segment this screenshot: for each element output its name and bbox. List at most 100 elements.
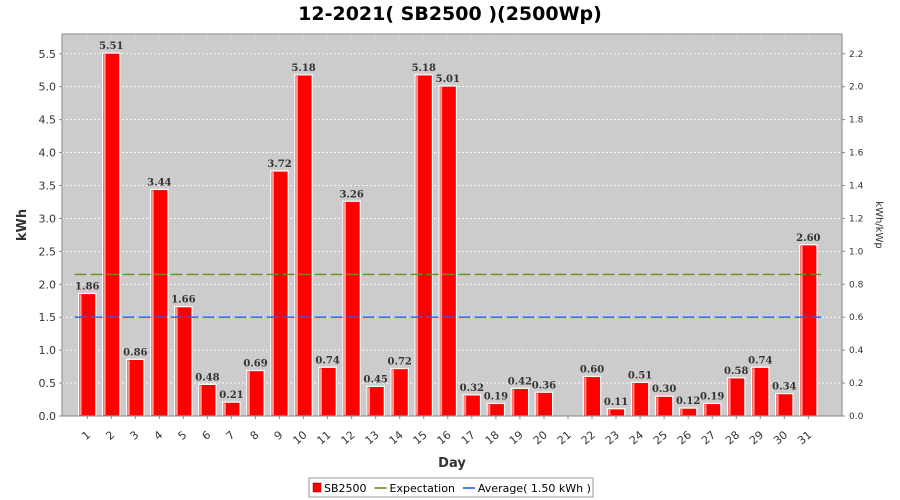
y-tick-label: 4.0: [39, 147, 57, 160]
bar-highlight: [632, 383, 635, 415]
x-tick-label: 25: [651, 428, 670, 447]
data-label: 0.69: [243, 359, 267, 370]
data-label: 3.44: [147, 177, 171, 188]
data-label: 0.58: [724, 366, 748, 377]
x-tick-label: 11: [314, 428, 333, 447]
data-label: 0.12: [676, 396, 700, 407]
x-tick-label: 30: [771, 428, 790, 447]
x-tick-label: 12: [338, 428, 357, 447]
x-tick-label: 21: [555, 428, 574, 447]
x-tick-label: 22: [579, 428, 598, 447]
bar-highlight: [512, 389, 515, 415]
data-label: 0.32: [460, 383, 484, 394]
legend-box: [308, 477, 594, 498]
x-tick-label: 31: [795, 428, 814, 447]
x-tick-label: 5: [176, 428, 190, 442]
data-label: 0.86: [123, 347, 147, 358]
data-label: 3.72: [267, 159, 291, 170]
data-label: 5.18: [291, 63, 315, 74]
x-tick-label: 10: [290, 428, 309, 447]
bar-highlight: [488, 404, 491, 415]
x-tick-label: 2: [103, 428, 117, 442]
data-label: 3.26: [339, 189, 363, 200]
bar-highlight: [416, 75, 419, 416]
bar-highlight: [704, 404, 707, 415]
data-labels: 1.86 5.51 0.86 3.44 1.66 0.480.21 0.69 3.72 5.18…: [75, 41, 821, 408]
bar-highlight: [368, 387, 371, 415]
x-tick-label: 24: [627, 428, 646, 447]
bar-highlight: [752, 368, 755, 415]
y-tick-label: 2.5: [39, 245, 57, 258]
x-tick-label: 9: [272, 428, 286, 442]
y-axis-left: 0.0 0.5 1.0 1.5 2.0 2.5 3.0 3.5 4.0 4.5 5.0 5.5: [39, 34, 63, 423]
y-tick-label: 2.0: [39, 278, 57, 291]
y-tick-label-right: 1.0: [849, 247, 864, 257]
x-tick-label: 3: [128, 428, 142, 442]
y-tick-label: 1.5: [39, 311, 57, 324]
bar-highlight: [656, 397, 659, 415]
data-label: 1.66: [171, 295, 195, 306]
data-label: 2.60: [796, 233, 820, 244]
x-tick-label: 16: [435, 428, 454, 447]
y-tick-label-right: 1.4: [849, 181, 864, 191]
legend-swatch: [312, 482, 322, 493]
x-tick-label: 23: [603, 428, 622, 447]
y-axis-right: 0.0 0.2 0.4 0.6 0.8 1.0 1.2 1.4 1.6 1.8 2.0 2.2: [841, 34, 864, 422]
legend: SB2500 Expectation Average( 1.50 kWh ): [308, 477, 594, 498]
y-tick-label: 5.0: [39, 81, 57, 94]
data-label: 0.36: [532, 380, 556, 391]
x-tick-label: 18: [483, 428, 502, 447]
y-axis-right-label: kWh/kWp: [873, 201, 884, 248]
bar-highlight: [343, 202, 346, 415]
y-tick-label: 4.5: [39, 114, 57, 127]
bar-highlight: [247, 371, 250, 415]
x-tick-label: 17: [459, 428, 478, 447]
bar-highlight: [151, 190, 154, 415]
bar-highlight: [127, 360, 130, 415]
bar-highlight: [536, 393, 539, 415]
x-axis: 1 2 3 4 5 6 7 8 9 10 11 12 13 14 15 16 17 18 19 20 21 22 23 24 2…: [62, 415, 842, 447]
y-tick-label: 0.0: [39, 410, 57, 423]
data-label: 0.30: [652, 384, 676, 395]
data-label: 0.42: [508, 376, 532, 387]
x-tick-label: 27: [699, 428, 718, 447]
x-tick-label: 28: [723, 428, 742, 447]
x-tick-label: 8: [248, 428, 262, 442]
x-tick-label: 14: [387, 428, 406, 447]
y-tick-label-right: 2.2: [849, 50, 863, 60]
bar-highlight: [776, 394, 779, 415]
x-tick-label: 19: [507, 428, 526, 447]
data-label: 0.19: [484, 391, 508, 402]
data-label: 0.48: [195, 372, 219, 383]
y-tick-label-right: 1.6: [849, 149, 864, 159]
x-tick-label: 7: [224, 428, 238, 442]
x-tick-label: 20: [531, 428, 550, 447]
data-label: 5.51: [99, 41, 123, 52]
data-label: 0.74: [315, 355, 339, 366]
x-tick-label: 1: [79, 428, 93, 442]
data-label: 0.19: [700, 391, 724, 402]
bar-highlight: [319, 368, 322, 415]
data-label: 0.72: [388, 357, 412, 368]
bar-highlight: [392, 369, 395, 415]
y-tick-label: 5.5: [39, 48, 57, 61]
bar-highlight: [728, 378, 731, 415]
x-tick-label: 13: [363, 428, 382, 447]
y-tick-label: 0.5: [39, 377, 57, 390]
x-tick-label: 6: [200, 428, 214, 442]
bar-highlight: [175, 307, 178, 415]
data-label: 1.86: [75, 281, 99, 292]
bar-highlight: [608, 409, 611, 415]
data-label: 0.21: [219, 390, 243, 401]
data-label: 5.01: [436, 74, 460, 85]
bar-highlight: [223, 403, 226, 415]
x-tick-label: 29: [747, 428, 766, 447]
y-tick-label-right: 0.0: [849, 412, 864, 422]
data-label: 0.51: [628, 370, 652, 381]
data-label: 0.11: [604, 397, 628, 408]
y-tick-label-right: 0.2: [849, 379, 863, 389]
bar-highlight: [79, 294, 82, 415]
bar-highlight: [271, 171, 274, 415]
